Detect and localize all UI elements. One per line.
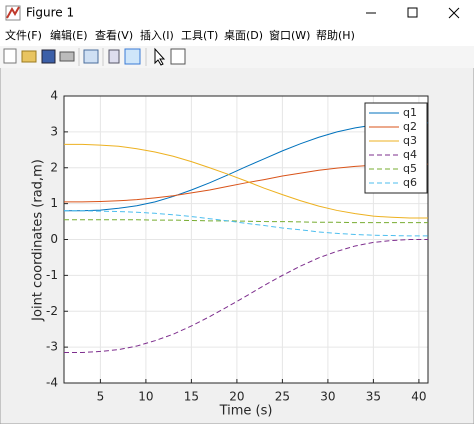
y-tick-label: -1: [46, 268, 58, 282]
series-line: [64, 210, 428, 237]
menu-bar: [0, 26, 474, 46]
y-tick-label: 2: [50, 160, 58, 174]
close-button[interactable]: [448, 7, 460, 19]
x-tick-label: 35: [366, 390, 381, 404]
save-button[interactable]: [41, 49, 56, 64]
legend-box: [364, 102, 428, 194]
toolbar: [0, 46, 474, 68]
series-line: [64, 219, 428, 224]
window-title: Figure 1: [26, 6, 74, 20]
x-tick-label: 5: [97, 390, 105, 404]
y-tick-label: 1: [50, 196, 58, 210]
legend-label: q2: [403, 120, 417, 133]
menu-item[interactable]: 插入(I): [140, 28, 174, 42]
print-button[interactable]: [59, 51, 75, 62]
colorbar-button[interactable]: [108, 49, 120, 64]
menu-item[interactable]: 编辑(E): [50, 28, 88, 42]
x-axis-label: Time (s): [219, 404, 273, 419]
legend-label: q3: [403, 134, 417, 147]
y-tick-label: 0: [50, 232, 58, 246]
menu-item[interactable]: 窗口(W): [269, 28, 310, 42]
edit-button[interactable]: [154, 47, 166, 66]
x-tick-label: 30: [320, 390, 335, 404]
menu-item[interactable]: 帮助(H): [316, 28, 355, 42]
window-controls[interactable]: [366, 7, 460, 19]
legend-button[interactable]: [124, 48, 141, 65]
x-tick-label: 20: [229, 390, 244, 404]
title-bar: [0, 0, 474, 26]
y-tick-label: 4: [50, 89, 58, 103]
menu-item[interactable]: 文件(F): [5, 28, 42, 42]
legend-label: q6: [403, 176, 417, 189]
link-button[interactable]: [83, 49, 99, 64]
menu-item[interactable]: 查看(V): [95, 28, 133, 42]
maximize-button[interactable]: [407, 7, 418, 18]
x-tick-label: 40: [411, 390, 426, 404]
property-button[interactable]: [170, 48, 186, 65]
legend-label: q4: [403, 148, 417, 161]
menu-item[interactable]: 工具(T): [181, 29, 218, 42]
y-tick-label: -2: [46, 304, 58, 318]
new-button[interactable]: [3, 48, 17, 64]
open-button[interactable]: [21, 50, 37, 63]
y-axis-label: Joint coordinates (rad,m): [31, 159, 46, 322]
y-tick-label: 3: [50, 124, 58, 138]
menu: 文件(F) 编辑(E) 查看(V) 插入(I) 工具(T) 桌面(D) 窗口(W) 帮助(H): [5, 28, 355, 42]
series-line: [64, 239, 428, 354]
legend-label: q5: [403, 162, 417, 175]
x-tick-label: 25: [275, 390, 290, 404]
app-icon: [5, 5, 21, 21]
x-tick-label: 15: [184, 390, 199, 404]
x-tick-label: 10: [138, 390, 153, 404]
series-line: [64, 143, 428, 219]
menu-item[interactable]: 桌面(D): [224, 29, 263, 42]
legend-label: q1: [403, 106, 417, 119]
y-tick-label: -3: [46, 340, 58, 354]
y-tick-label: -4: [46, 376, 58, 390]
